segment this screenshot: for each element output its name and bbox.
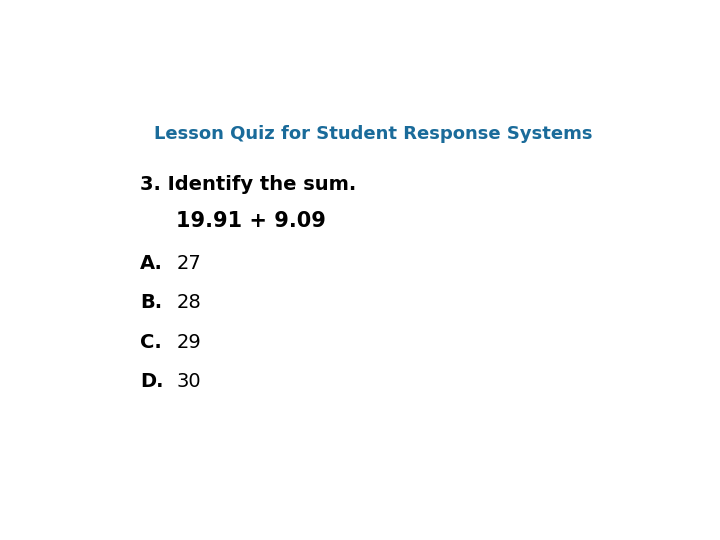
Text: 29: 29 [176, 333, 202, 352]
Text: B.: B. [140, 293, 162, 313]
Text: D.: D. [140, 373, 163, 392]
Text: A.: A. [140, 254, 163, 273]
Text: C.: C. [140, 333, 162, 352]
Text: 3. Identify the sum.: 3. Identify the sum. [140, 175, 356, 194]
Text: 27: 27 [176, 254, 202, 273]
Text: 30: 30 [176, 373, 201, 392]
Text: 19.91 + 9.09: 19.91 + 9.09 [176, 211, 326, 231]
Text: 28: 28 [176, 293, 202, 313]
Text: Lesson Quiz for Student Response Systems: Lesson Quiz for Student Response Systems [154, 125, 593, 143]
